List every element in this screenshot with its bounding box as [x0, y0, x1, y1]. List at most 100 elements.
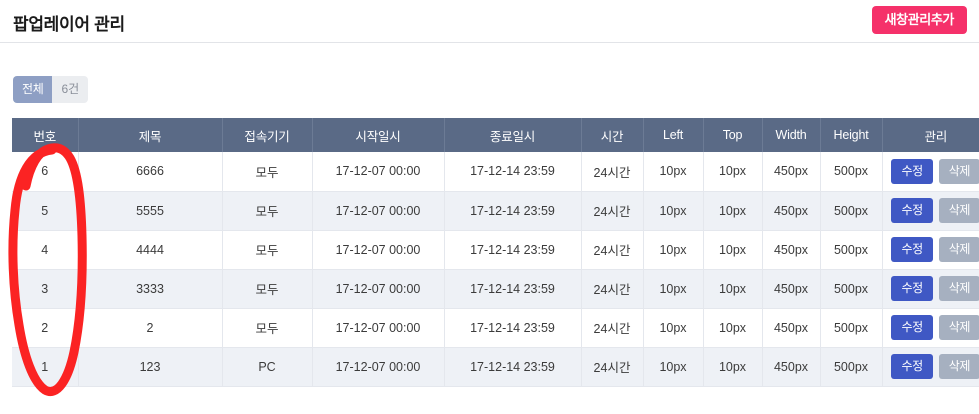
- cell-time: 24시간: [581, 230, 644, 270]
- column-header-top[interactable]: Top: [703, 118, 763, 152]
- cell-width: 450px: [762, 230, 821, 270]
- cell-top: 10px: [703, 152, 763, 192]
- cell-manage: 수정 삭제: [882, 230, 979, 270]
- badge-count-value: 6건: [52, 76, 89, 103]
- cell-start: 17-12-07 00:00: [312, 230, 445, 270]
- cell-end: 17-12-14 23:59: [444, 191, 582, 231]
- table-row[interactable]: 6 6666 모두 17-12-07 00:00 17-12-14 23:59 24시간 1…: [12, 152, 979, 192]
- delete-button[interactable]: 삭제: [938, 315, 979, 340]
- page-header: 팝업레이어 관리 새창관리추가: [0, 0, 979, 43]
- cell-no: 3: [12, 269, 79, 309]
- cell-time: 24시간: [581, 347, 644, 387]
- cell-height: 500px: [820, 191, 883, 231]
- column-header-left[interactable]: Left: [643, 118, 704, 152]
- cell-end: 17-12-14 23:59: [444, 347, 582, 387]
- table-body: 6 6666 모두 17-12-07 00:00 17-12-14 23:59 24시간 1…: [12, 152, 979, 387]
- row-action-group: 수정 삭제: [891, 276, 979, 301]
- page-title: 팝업레이어 관리: [13, 15, 125, 34]
- row-action-group: 수정 삭제: [891, 354, 979, 379]
- cell-width: 450px: [762, 347, 821, 387]
- edit-button[interactable]: 수정: [891, 237, 933, 262]
- cell-end: 17-12-14 23:59: [444, 308, 582, 348]
- cell-height: 500px: [820, 152, 883, 192]
- cell-start: 17-12-07 00:00: [312, 152, 445, 192]
- table-row[interactable]: 5 5555 모두 17-12-07 00:00 17-12-14 23:59 24시간 1…: [12, 191, 979, 231]
- cell-start: 17-12-07 00:00: [312, 308, 445, 348]
- column-header-width[interactable]: Width: [762, 118, 821, 152]
- row-action-group: 수정 삭제: [891, 237, 979, 262]
- cell-title: 6666: [78, 152, 223, 192]
- cell-manage: 수정 삭제: [882, 308, 979, 348]
- cell-height: 500px: [820, 347, 883, 387]
- cell-top: 10px: [703, 347, 763, 387]
- column-header-title[interactable]: 제목: [78, 118, 223, 152]
- cell-no: 6: [12, 152, 79, 192]
- cell-manage: 수정 삭제: [882, 269, 979, 309]
- cell-height: 500px: [820, 308, 883, 348]
- column-header-time[interactable]: 시간: [581, 118, 644, 152]
- add-popup-button[interactable]: 새창관리추가: [871, 6, 967, 34]
- delete-button[interactable]: 삭제: [938, 198, 979, 223]
- cell-left: 10px: [643, 308, 704, 348]
- column-header-device[interactable]: 접속기기: [222, 118, 313, 152]
- cell-device: PC: [222, 347, 313, 387]
- cell-no: 1: [12, 347, 79, 387]
- delete-button[interactable]: 삭제: [938, 354, 979, 379]
- cell-no: 2: [12, 308, 79, 348]
- cell-width: 450px: [762, 191, 821, 231]
- cell-left: 10px: [643, 152, 704, 192]
- cell-device: 모두: [222, 269, 313, 309]
- cell-end: 17-12-14 23:59: [444, 230, 582, 270]
- cell-time: 24시간: [581, 191, 644, 231]
- cell-no: 4: [12, 230, 79, 270]
- row-action-group: 수정 삭제: [891, 198, 979, 223]
- cell-height: 500px: [820, 269, 883, 309]
- column-header-start[interactable]: 시작일시: [312, 118, 445, 152]
- cell-time: 24시간: [581, 308, 644, 348]
- cell-device: 모두: [222, 308, 313, 348]
- table-row[interactable]: 4 4444 모두 17-12-07 00:00 17-12-14 23:59 24시간 1…: [12, 230, 979, 270]
- cell-device: 모두: [222, 152, 313, 192]
- row-action-group: 수정 삭제: [891, 315, 979, 340]
- delete-button[interactable]: 삭제: [938, 276, 979, 301]
- column-header-height[interactable]: Height: [820, 118, 883, 152]
- table-header-row: 번호 제목 접속기기 시작일시 종료일시 시간 Left Top Width H…: [12, 118, 979, 152]
- cell-manage: 수정 삭제: [882, 152, 979, 192]
- column-header-manage: 관리: [882, 118, 979, 152]
- table-head: 번호 제목 접속기기 시작일시 종료일시 시간 Left Top Width H…: [12, 118, 979, 152]
- popup-layer-table: 번호 제목 접속기기 시작일시 종료일시 시간 Left Top Width H…: [12, 118, 979, 387]
- delete-button[interactable]: 삭제: [938, 237, 979, 262]
- cell-left: 10px: [643, 269, 704, 309]
- cell-title: 4444: [78, 230, 223, 270]
- cell-no: 5: [12, 191, 79, 231]
- table-row[interactable]: 2 2 모두 17-12-07 00:00 17-12-14 23:59 24시간 10px…: [12, 308, 979, 348]
- cell-start: 17-12-07 00:00: [312, 269, 445, 309]
- cell-top: 10px: [703, 191, 763, 231]
- column-header-no[interactable]: 번호: [12, 118, 79, 152]
- cell-start: 17-12-07 00:00: [312, 347, 445, 387]
- edit-button[interactable]: 수정: [891, 276, 933, 301]
- cell-width: 450px: [762, 269, 821, 309]
- column-header-end[interactable]: 종료일시: [444, 118, 582, 152]
- cell-start: 17-12-07 00:00: [312, 191, 445, 231]
- cell-height: 500px: [820, 230, 883, 270]
- cell-manage: 수정 삭제: [882, 347, 979, 387]
- edit-button[interactable]: 수정: [891, 158, 933, 184]
- cell-title: 2: [78, 308, 223, 348]
- row-action-group: 수정 삭제: [891, 158, 979, 184]
- table-row[interactable]: 3 3333 모두 17-12-07 00:00 17-12-14 23:59 24시간 1…: [12, 269, 979, 309]
- edit-button[interactable]: 수정: [891, 315, 933, 340]
- cell-end: 17-12-14 23:59: [444, 269, 582, 309]
- cell-device: 모두: [222, 230, 313, 270]
- cell-title: 123: [78, 347, 223, 387]
- edit-button[interactable]: 수정: [891, 198, 933, 223]
- delete-button[interactable]: 삭제: [938, 158, 979, 184]
- total-count-badge[interactable]: 전체 6건: [13, 76, 89, 103]
- cell-left: 10px: [643, 347, 704, 387]
- edit-button[interactable]: 수정: [891, 354, 933, 379]
- cell-title: 3333: [78, 269, 223, 309]
- cell-top: 10px: [703, 230, 763, 270]
- cell-device: 모두: [222, 191, 313, 231]
- table-row[interactable]: 1 123 PC 17-12-07 00:00 17-12-14 23:59 24시간 10…: [12, 347, 979, 387]
- popup-layer-table-wrap: 번호 제목 접속기기 시작일시 종료일시 시간 Left Top Width H…: [12, 118, 979, 387]
